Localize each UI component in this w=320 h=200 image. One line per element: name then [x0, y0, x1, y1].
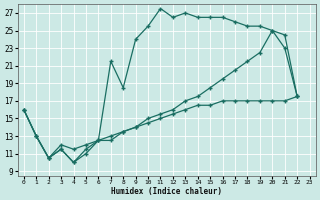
- X-axis label: Humidex (Indice chaleur): Humidex (Indice chaleur): [111, 187, 222, 196]
